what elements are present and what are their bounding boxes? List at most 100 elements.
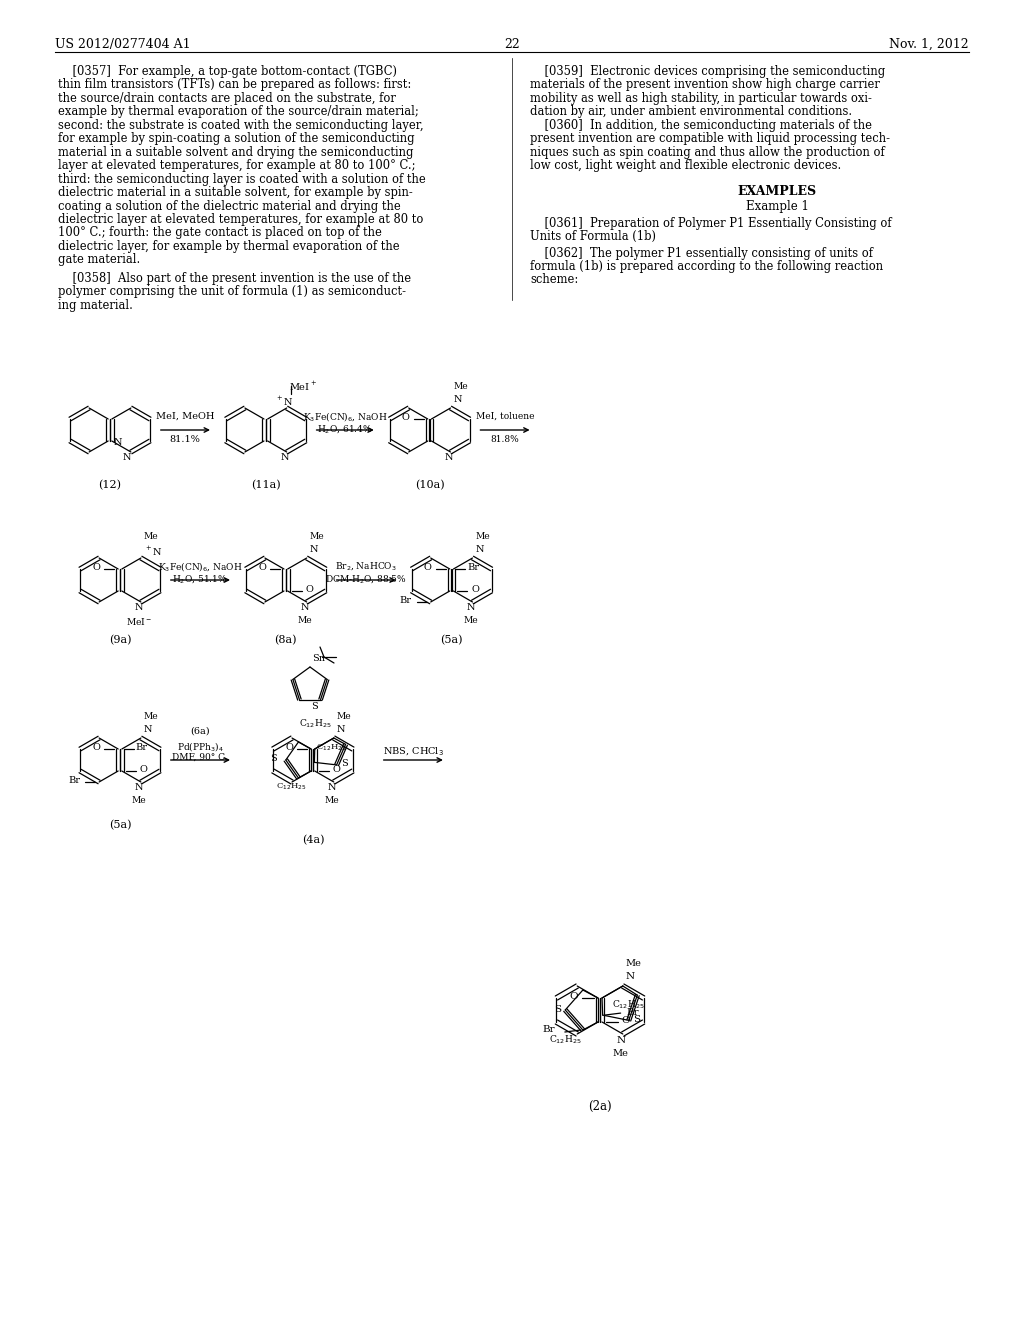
Text: N: N xyxy=(309,545,318,554)
Text: Sn: Sn xyxy=(312,653,325,663)
Text: H$_2$O, 51.1%: H$_2$O, 51.1% xyxy=(172,573,227,585)
Text: N: N xyxy=(134,783,143,792)
Text: N: N xyxy=(475,545,484,554)
Text: Me: Me xyxy=(132,796,146,805)
Text: O: O xyxy=(140,766,147,774)
Text: for example by spin-coating a solution of the semiconducting: for example by spin-coating a solution o… xyxy=(58,132,415,145)
Text: N: N xyxy=(337,725,345,734)
Text: [0358]  Also part of the present invention is the use of the: [0358] Also part of the present inventio… xyxy=(58,272,411,285)
Text: C$_{12}$H$_{25}$: C$_{12}$H$_{25}$ xyxy=(275,781,306,792)
Text: MeI$^-$: MeI$^-$ xyxy=(126,616,152,627)
Text: [0362]  The polymer P1 essentially consisting of units of: [0362] The polymer P1 essentially consis… xyxy=(530,247,873,260)
Text: materials of the present invention show high charge carrier: materials of the present invention show … xyxy=(530,78,880,91)
Text: K$_3$Fe(CN)$_6$, NaOH: K$_3$Fe(CN)$_6$, NaOH xyxy=(158,560,243,573)
Text: Nov. 1, 2012: Nov. 1, 2012 xyxy=(890,38,969,51)
Text: S: S xyxy=(270,754,278,763)
Text: (5a): (5a) xyxy=(440,635,463,645)
Text: O: O xyxy=(92,743,100,752)
Text: C$_{12}$H$_{25}$: C$_{12}$H$_{25}$ xyxy=(299,717,332,730)
Text: N: N xyxy=(444,453,453,462)
Text: C$_{12}$H$_{25}$: C$_{12}$H$_{25}$ xyxy=(612,998,645,1011)
Text: N: N xyxy=(616,1036,626,1045)
Text: DMF, 90° C.: DMF, 90° C. xyxy=(172,752,227,762)
Text: (8a): (8a) xyxy=(274,635,297,645)
Text: Br: Br xyxy=(399,597,412,605)
Text: coating a solution of the dielectric material and drying the: coating a solution of the dielectric mat… xyxy=(58,201,400,213)
Text: Me: Me xyxy=(144,532,159,541)
Text: low cost, light weight and flexible electronic devices.: low cost, light weight and flexible elec… xyxy=(530,158,842,172)
Text: Me: Me xyxy=(144,711,159,721)
Text: Units of Formula (1b): Units of Formula (1b) xyxy=(530,230,656,243)
Text: 22: 22 xyxy=(504,38,520,51)
Text: N: N xyxy=(114,438,122,447)
Text: O: O xyxy=(622,1016,631,1026)
Text: Me: Me xyxy=(325,796,339,805)
Text: N: N xyxy=(281,453,289,462)
Text: niques such as spin coating and thus allow the production of: niques such as spin coating and thus all… xyxy=(530,147,885,158)
Text: O: O xyxy=(569,993,579,1001)
Text: O: O xyxy=(424,564,432,572)
Text: dation by air, under ambient environmental conditions.: dation by air, under ambient environment… xyxy=(530,106,852,117)
Text: [0357]  For example, a top-gate bottom-contact (TGBC): [0357] For example, a top-gate bottom-co… xyxy=(58,65,397,78)
Text: present invention are compatible with liquid processing tech-: present invention are compatible with li… xyxy=(530,132,890,145)
Text: 81.1%: 81.1% xyxy=(170,436,201,444)
Text: MeI, toluene: MeI, toluene xyxy=(476,412,535,421)
Text: (12): (12) xyxy=(98,480,122,490)
Text: scheme:: scheme: xyxy=(530,273,579,286)
Text: Pd(PPh$_3$)$_4$: Pd(PPh$_3$)$_4$ xyxy=(176,741,223,752)
Text: example by thermal evaporation of the source/drain material;: example by thermal evaporation of the so… xyxy=(58,106,419,117)
Text: S: S xyxy=(341,759,348,768)
Text: N: N xyxy=(466,603,475,612)
Text: Br: Br xyxy=(136,743,147,752)
Text: Me: Me xyxy=(475,532,490,541)
Text: formula (1b) is prepared according to the following reaction: formula (1b) is prepared according to th… xyxy=(530,260,883,273)
Text: O: O xyxy=(306,585,313,594)
Text: (11a): (11a) xyxy=(251,480,281,490)
Text: O: O xyxy=(258,564,266,572)
Text: (5a): (5a) xyxy=(109,820,131,830)
Text: C$_{12}$H$_{25}$: C$_{12}$H$_{25}$ xyxy=(549,1034,582,1047)
Text: dielectric layer at elevated temperatures, for example at 80 to: dielectric layer at elevated temperature… xyxy=(58,213,423,226)
Text: Me: Me xyxy=(612,1049,629,1059)
Text: (4a): (4a) xyxy=(302,836,325,845)
Text: S: S xyxy=(554,1005,561,1014)
Text: O: O xyxy=(333,766,341,774)
Text: EXAMPLES: EXAMPLES xyxy=(737,185,816,198)
Text: N: N xyxy=(144,725,153,734)
Text: (9a): (9a) xyxy=(109,635,131,645)
Text: gate material.: gate material. xyxy=(58,253,140,267)
Text: O: O xyxy=(401,413,410,422)
Text: (2a): (2a) xyxy=(588,1100,611,1113)
Text: N: N xyxy=(454,395,462,404)
Text: Me: Me xyxy=(337,711,351,721)
Text: Me: Me xyxy=(626,960,642,968)
Text: MeI$^+$: MeI$^+$ xyxy=(289,380,316,393)
Text: MeI, MeOH: MeI, MeOH xyxy=(156,412,214,421)
Text: mobility as well as high stability, in particular towards oxi-: mobility as well as high stability, in p… xyxy=(530,92,871,106)
Text: Br$_2$, NaHCO$_3$: Br$_2$, NaHCO$_3$ xyxy=(335,560,397,572)
Text: Br: Br xyxy=(627,1008,639,1018)
Text: 81.8%: 81.8% xyxy=(490,436,519,444)
Text: O: O xyxy=(471,585,479,594)
Text: N: N xyxy=(300,603,309,612)
Text: Example 1: Example 1 xyxy=(745,201,808,213)
Text: US 2012/0277404 A1: US 2012/0277404 A1 xyxy=(55,38,190,51)
Text: Me: Me xyxy=(309,532,325,541)
Text: H$_2$O, 61.4%: H$_2$O, 61.4% xyxy=(317,422,373,436)
Text: Me: Me xyxy=(454,381,468,391)
Text: (6a): (6a) xyxy=(190,727,210,737)
Text: third: the semiconducting layer is coated with a solution of the: third: the semiconducting layer is coate… xyxy=(58,173,426,186)
Text: DCM-H$_2$O, 88.5%: DCM-H$_2$O, 88.5% xyxy=(325,573,407,585)
Text: N: N xyxy=(134,603,143,612)
Text: layer at elevated temperatures, for example at 80 to 100° C.;: layer at elevated temperatures, for exam… xyxy=(58,158,416,172)
Text: Br: Br xyxy=(543,1026,555,1034)
Text: Br: Br xyxy=(467,564,479,572)
Text: second: the substrate is coated with the semiconducting layer,: second: the substrate is coated with the… xyxy=(58,119,424,132)
Text: polymer comprising the unit of formula (1) as semiconduct-: polymer comprising the unit of formula (… xyxy=(58,285,406,298)
Text: 100° C.; fourth: the gate contact is placed on top of the: 100° C.; fourth: the gate contact is pla… xyxy=(58,226,382,239)
Text: (10a): (10a) xyxy=(415,480,444,490)
Text: $^+$N: $^+$N xyxy=(144,545,163,558)
Text: N: N xyxy=(328,783,336,792)
Text: O: O xyxy=(92,564,100,572)
Text: NBS, CHCl$_3$: NBS, CHCl$_3$ xyxy=(383,744,443,758)
